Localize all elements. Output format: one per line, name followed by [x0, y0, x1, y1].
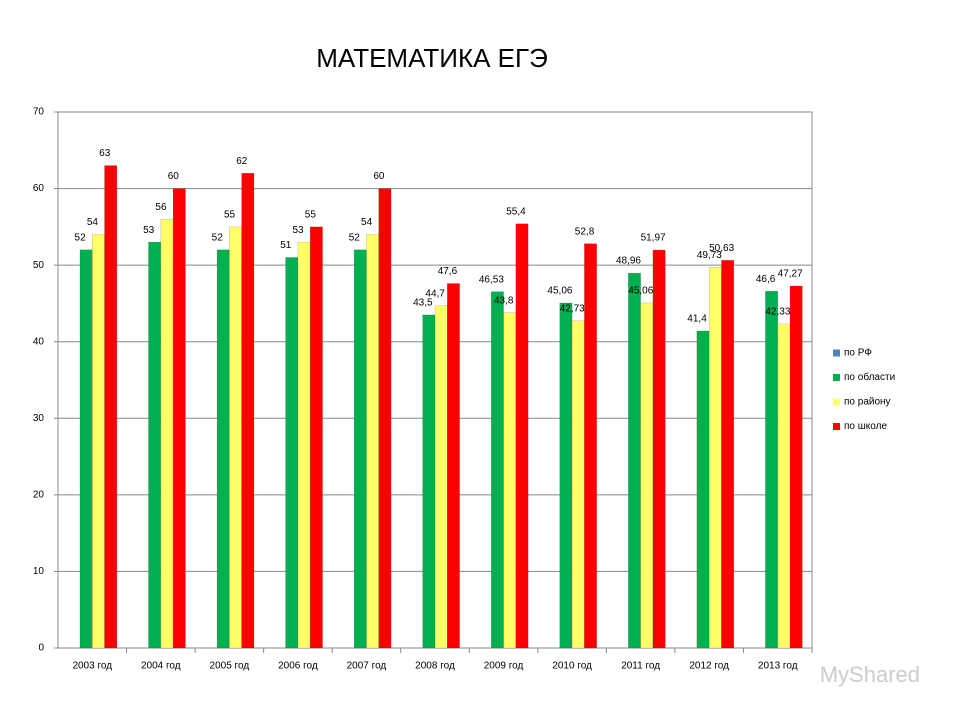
data-label: 53	[143, 225, 155, 236]
bar	[559, 302, 573, 649]
data-label: 60	[373, 171, 385, 182]
bar	[160, 218, 174, 649]
x-tick-label: 2005 год	[210, 661, 250, 672]
bar	[366, 234, 380, 649]
data-label: 54	[87, 217, 99, 228]
data-label: 42,73	[560, 303, 585, 314]
data-label: 55,4	[506, 206, 526, 217]
data-label: 41,4	[687, 314, 707, 325]
data-label: 51	[280, 240, 292, 251]
bar	[696, 330, 710, 649]
data-label: 48,96	[616, 256, 641, 267]
legend-swatch	[833, 423, 840, 430]
data-label: 60	[168, 171, 180, 182]
bar	[708, 266, 722, 649]
x-tick-label: 2004 год	[141, 661, 181, 672]
data-label: 55	[224, 209, 236, 220]
bar	[434, 305, 448, 649]
data-label: 53	[292, 225, 304, 236]
y-tick-label: 10	[33, 566, 45, 577]
chart-title: МАТЕМАТИКА ЕГЭ	[316, 43, 548, 73]
x-tick-label: 2012 год	[689, 661, 729, 672]
legend-swatch	[833, 374, 840, 381]
legend-swatch	[833, 349, 840, 357]
bar	[777, 323, 791, 649]
bar	[353, 249, 367, 649]
data-label: 52	[75, 232, 87, 243]
bar	[721, 260, 735, 649]
bar	[584, 243, 597, 649]
y-tick-label: 20	[33, 489, 45, 500]
data-label: 52	[349, 232, 361, 243]
bar	[789, 285, 803, 649]
bar	[640, 302, 654, 649]
y-tick-label: 0	[38, 643, 44, 654]
data-label: 52	[212, 232, 224, 243]
legend-label: по РФ	[844, 348, 872, 359]
data-label: 47,27	[778, 269, 803, 280]
data-label: 45,06	[628, 286, 653, 297]
data-label: 44,7	[425, 288, 445, 299]
data-label: 46,53	[479, 274, 504, 285]
legend-label: по области	[844, 371, 895, 383]
data-label: 47,6	[438, 266, 458, 277]
bar	[92, 234, 105, 649]
bar	[503, 312, 517, 649]
bar	[104, 165, 118, 649]
bar	[216, 249, 230, 649]
bar	[378, 188, 392, 649]
data-label: 54	[361, 217, 373, 228]
bar	[765, 290, 778, 649]
data-label: 50,63	[709, 243, 734, 254]
bar	[571, 320, 585, 649]
bar	[515, 223, 529, 649]
data-label: 56	[155, 202, 167, 213]
data-label: 55	[305, 209, 317, 220]
data-label: 52,8	[575, 226, 595, 237]
data-label: 45,06	[547, 286, 572, 297]
bar	[79, 249, 93, 649]
bar	[241, 173, 255, 649]
bar	[309, 226, 323, 649]
bar	[447, 283, 460, 649]
legend-label: по району	[844, 397, 891, 408]
bar	[490, 291, 504, 649]
x-tick-label: 2003 год	[72, 661, 112, 672]
x-tick-label: 2010 год	[552, 661, 592, 672]
x-tick-label: 2007 год	[347, 661, 387, 672]
bar	[148, 241, 162, 649]
bar	[628, 272, 641, 649]
data-label: 62	[236, 156, 248, 167]
data-label: 43,8	[494, 295, 514, 306]
bar	[422, 314, 436, 649]
bar	[285, 257, 299, 649]
bar	[172, 188, 186, 649]
data-label: 49,73	[697, 250, 722, 261]
x-tick-label: 2013 год	[758, 661, 798, 672]
data-label: 51,97	[641, 233, 666, 244]
y-tick-label: 30	[33, 413, 45, 424]
y-tick-label: 40	[33, 336, 45, 347]
legend-label: по школе	[844, 421, 887, 432]
y-tick-label: 60	[33, 183, 45, 194]
data-label: 43,5	[413, 298, 433, 309]
bar	[229, 226, 242, 649]
data-label: 63	[99, 148, 111, 159]
bar	[297, 241, 311, 649]
bar	[652, 249, 666, 649]
x-tick-label: 2009 год	[484, 661, 524, 672]
x-tick-label: 2006 год	[278, 661, 318, 672]
y-tick-label: 70	[33, 107, 45, 118]
x-tick-label: 2008 год	[415, 661, 455, 672]
watermark: MyShared	[820, 662, 920, 687]
data-label: 46,6	[756, 274, 776, 285]
y-tick-label: 50	[33, 260, 45, 271]
data-label: 42,33	[765, 307, 790, 318]
legend-swatch	[833, 398, 840, 406]
x-tick-label: 2011 год	[621, 661, 660, 672]
